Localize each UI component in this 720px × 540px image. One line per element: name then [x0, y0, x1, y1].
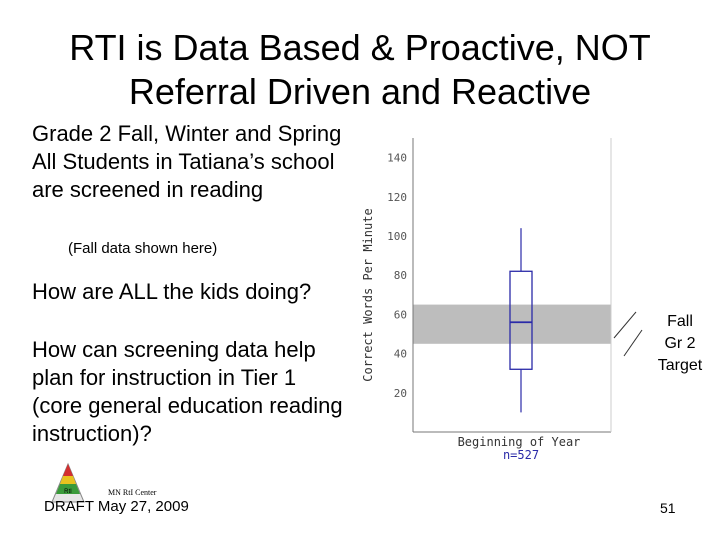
- target-label-line-2: Gr 2: [664, 335, 696, 352]
- footer-draft-date: DRAFT May 27, 2009: [44, 498, 189, 515]
- y-tick-label: 20: [394, 387, 407, 400]
- logo-text: RtI: [64, 489, 72, 495]
- fall-gr2-target-label: Fall Gr 2 Target: [648, 311, 712, 377]
- y-tick-label: 120: [387, 191, 407, 204]
- box-iqr: [509, 270, 533, 370]
- x-category-label: Beginning of Year: [458, 435, 581, 449]
- y-tick-label: 40: [394, 348, 407, 361]
- target-label-line-3: Target: [657, 357, 703, 374]
- box-plot-chart: 20 40 60 80 100 120 140 Correct Words Per Minut…: [361, 138, 612, 462]
- y-tick-label: 80: [394, 269, 407, 282]
- target-band: [413, 304, 611, 344]
- bullet-how-are-kids: How are ALL the kids doing?: [32, 279, 312, 304]
- y-tick-label: 60: [394, 308, 407, 321]
- fall-data-note: (Fall data shown here): [68, 240, 218, 257]
- y-tick-label: 100: [387, 230, 407, 243]
- footer-center-label: MN RtI Center: [108, 488, 157, 497]
- title-line-1: RTI is Data Based & Proactive, NOT: [69, 27, 651, 68]
- bullet-screening-plan: How can screening data help plan for ins…: [32, 337, 343, 446]
- target-pointer-lines: [613, 311, 643, 357]
- slide-title: RTI is Data Based & Proactive, NOT Refer…: [0, 26, 720, 114]
- y-axis-label: Correct Words Per Minute: [361, 208, 375, 381]
- title-line-2: Referral Driven and Reactive: [128, 71, 592, 112]
- page-number: 51: [660, 500, 676, 516]
- n-count-label: n=527: [503, 448, 539, 462]
- mn-rti-logo: RtI: [51, 462, 85, 503]
- bullet-screening: Grade 2 Fall, Winter and Spring All Stud…: [32, 121, 342, 202]
- target-label-line-1: Fall: [667, 313, 693, 330]
- y-tick-label: 140: [387, 152, 407, 165]
